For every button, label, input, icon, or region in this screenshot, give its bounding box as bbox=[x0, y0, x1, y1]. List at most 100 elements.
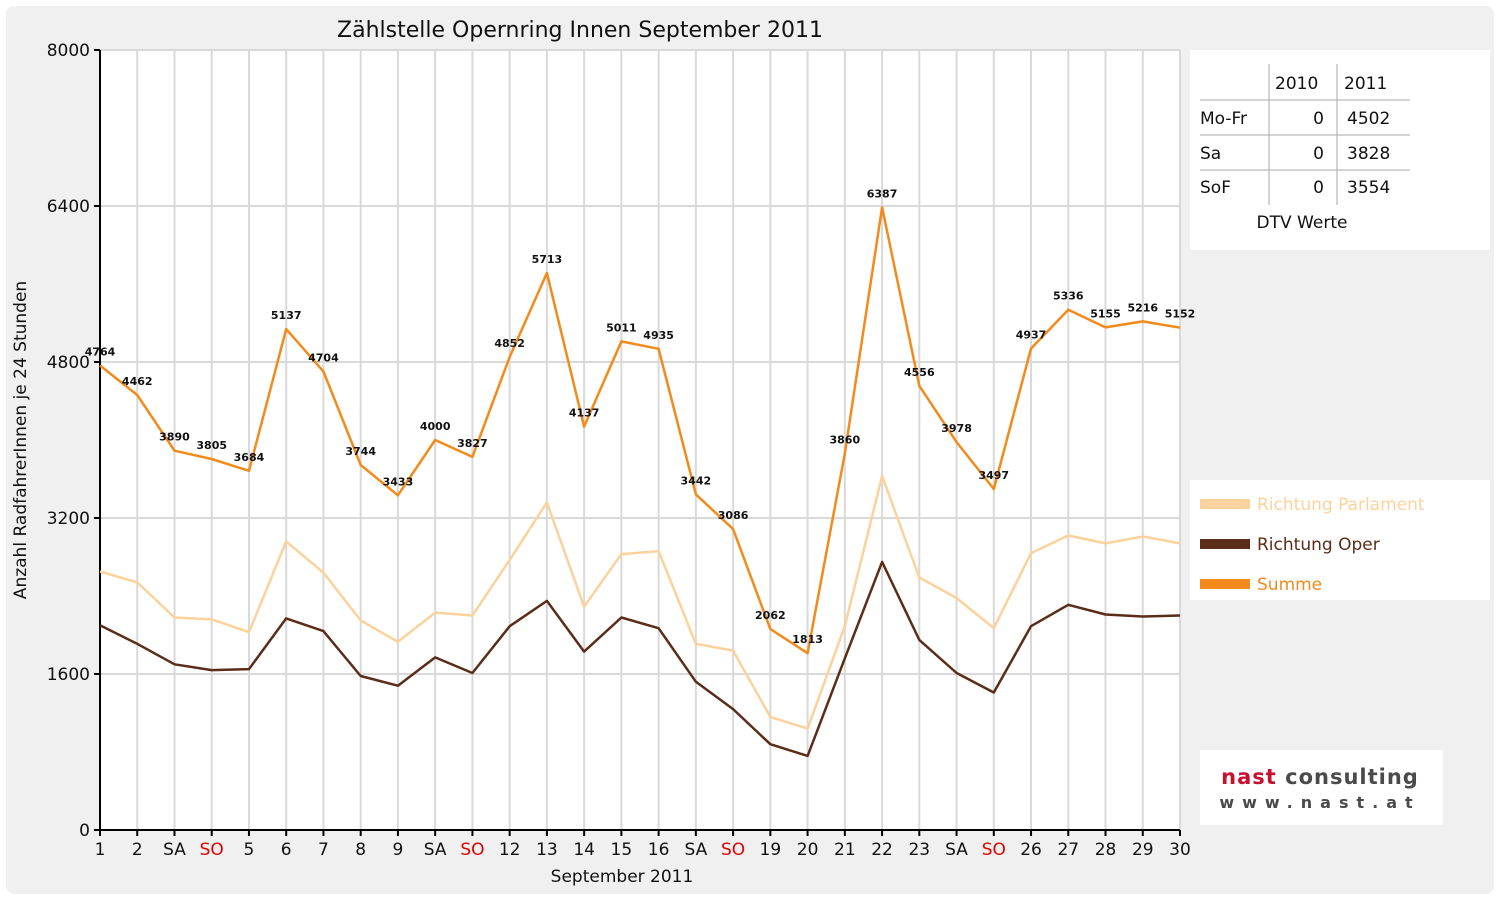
x-tick-label: 29 bbox=[1132, 840, 1154, 860]
x-tick-label: 30 bbox=[1169, 840, 1191, 860]
axes bbox=[94, 49, 1181, 836]
data-label: 3744 bbox=[345, 445, 376, 458]
series-lines bbox=[99, 206, 1181, 758]
legend: Richtung Parlament Richtung Oper Summe bbox=[1200, 495, 1425, 595]
x-tick-label: 9 bbox=[393, 840, 404, 860]
x-tick-label: 28 bbox=[1095, 840, 1117, 860]
x-tick-label: 13 bbox=[536, 840, 558, 860]
logo-text-url: www.nast.at bbox=[1219, 793, 1420, 812]
data-label: 5137 bbox=[271, 309, 302, 322]
data-label: 3442 bbox=[681, 474, 712, 487]
series-line bbox=[99, 474, 1181, 730]
data-label: 5216 bbox=[1127, 301, 1158, 314]
dtv-row-label: Mo-Fr bbox=[1200, 109, 1247, 129]
dtv-table-panel bbox=[1190, 50, 1490, 250]
logo-text-line1: nast consulting bbox=[1221, 765, 1419, 789]
data-label: 3433 bbox=[383, 475, 414, 488]
series-line bbox=[99, 206, 1181, 655]
x-tick-label: 8 bbox=[355, 840, 366, 860]
x-tick-label: 23 bbox=[908, 840, 930, 860]
x-tick-label: 1 bbox=[95, 840, 106, 860]
x-tick-label: 5 bbox=[244, 840, 255, 860]
data-label: 3805 bbox=[196, 439, 227, 452]
x-tick-label: SO bbox=[460, 840, 484, 860]
logo-text-consulting: consulting bbox=[1285, 765, 1419, 789]
x-tick-label: 26 bbox=[1020, 840, 1042, 860]
dtv-header-2011: 2011 bbox=[1344, 74, 1387, 94]
x-tick-label: SA bbox=[684, 840, 707, 860]
data-label: 5011 bbox=[606, 321, 637, 334]
data-label: 3890 bbox=[159, 431, 190, 444]
data-label: 4852 bbox=[494, 337, 525, 350]
dtv-caption: DTV Werte bbox=[1257, 213, 1348, 233]
data-label: 2062 bbox=[755, 609, 786, 622]
data-label: 5336 bbox=[1053, 290, 1084, 303]
data-label: 3978 bbox=[941, 422, 972, 435]
data-label: 5155 bbox=[1090, 307, 1121, 320]
data-label: 5713 bbox=[532, 253, 563, 266]
x-tick-label: SA bbox=[945, 840, 968, 860]
x-tick-label: 16 bbox=[648, 840, 670, 860]
chart-title: Zählstelle Opernring Innen September 201… bbox=[337, 18, 823, 43]
legend-swatch bbox=[1200, 579, 1250, 589]
data-label: 4935 bbox=[643, 329, 674, 342]
x-tick-label: SO bbox=[200, 840, 224, 860]
x-tick-labels: 1 2 SA SO 5 6 7 8 9 SA SO 12 13 14 15 16 SA SO 19 20 21 22 23 S… bbox=[95, 840, 1191, 860]
data-label: 5152 bbox=[1165, 308, 1196, 321]
legend-swatch bbox=[1200, 539, 1250, 549]
data-label: 4704 bbox=[308, 351, 339, 364]
x-tick-label: 7 bbox=[318, 840, 329, 860]
dtv-cell: 0 bbox=[1313, 144, 1324, 164]
dtv-row-label: Sa bbox=[1200, 144, 1221, 164]
dtv-row-label: SoF bbox=[1200, 178, 1231, 198]
x-tick-label: SO bbox=[721, 840, 745, 860]
dtv-cell: 0 bbox=[1313, 109, 1324, 129]
data-label: 6387 bbox=[867, 187, 898, 200]
x-tick-label: 6 bbox=[281, 840, 292, 860]
x-tick-label: 27 bbox=[1057, 840, 1079, 860]
x-tick-label: 22 bbox=[871, 840, 893, 860]
data-label: 4462 bbox=[122, 375, 153, 388]
x-tick-label: SO bbox=[982, 840, 1006, 860]
dtv-header-2010: 2010 bbox=[1275, 74, 1318, 94]
data-label: 4000 bbox=[420, 420, 451, 433]
series-line bbox=[99, 560, 1181, 758]
dtv-table: 2010 2011 Mo-Fr 0 4502 Sa 0 3828 SoF 0 3… bbox=[1200, 64, 1410, 233]
x-tick-label: 12 bbox=[499, 840, 521, 860]
data-label: 4556 bbox=[904, 366, 935, 379]
plot-area bbox=[100, 50, 1180, 830]
x-tick-label: 2 bbox=[132, 840, 143, 860]
y-tick-label: 4800 bbox=[47, 353, 90, 373]
data-label: 4937 bbox=[1016, 329, 1047, 342]
data-label: 3086 bbox=[718, 509, 749, 522]
dtv-cell: 0 bbox=[1313, 178, 1324, 198]
x-tick-label: 20 bbox=[797, 840, 819, 860]
legend-swatch bbox=[1200, 499, 1250, 509]
data-label: 3684 bbox=[234, 451, 265, 464]
data-labels: 4764 4462 3890 3805 3684 5137 4704 3744 3433 4000… bbox=[85, 187, 1196, 646]
x-tick-label: SA bbox=[163, 840, 186, 860]
dtv-cell: 4502 bbox=[1347, 109, 1390, 129]
x-tick-label: 19 bbox=[760, 840, 782, 860]
legend-label: Richtung Parlament bbox=[1257, 495, 1425, 515]
dtv-cell: 3554 bbox=[1347, 178, 1390, 198]
legend-label: Summe bbox=[1257, 575, 1322, 595]
y-axis-label: Anzahl RadfahrerInnen je 24 Stunden bbox=[11, 281, 31, 599]
x-tick-label: 14 bbox=[573, 840, 595, 860]
y-tick-label: 1600 bbox=[47, 665, 90, 685]
dtv-cell: 3828 bbox=[1347, 144, 1390, 164]
y-tick-label: 0 bbox=[79, 821, 90, 841]
y-tick-label: 6400 bbox=[47, 197, 90, 217]
logo-text-nast: nast bbox=[1221, 765, 1277, 789]
x-tick-label: 21 bbox=[834, 840, 856, 860]
data-label: 4137 bbox=[569, 407, 600, 420]
data-label: 3827 bbox=[457, 437, 488, 450]
gridlines bbox=[100, 49, 1181, 830]
data-label: 1813 bbox=[792, 633, 823, 646]
logo-background bbox=[1200, 750, 1443, 825]
y-tick-label: 8000 bbox=[47, 41, 90, 61]
x-tick-label: SA bbox=[424, 840, 447, 860]
x-axis-label: September 2011 bbox=[551, 867, 694, 887]
